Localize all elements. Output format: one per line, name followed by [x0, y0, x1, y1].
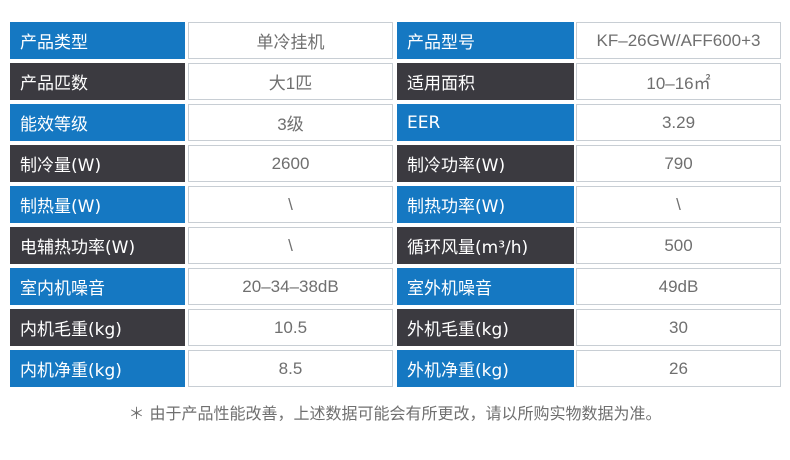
spec-label: 内机毛重(kg)	[10, 309, 185, 346]
spec-value: 500	[576, 227, 781, 264]
table-row: 内机净重(kg) 8.5 外机净重(kg) 26	[10, 350, 781, 387]
table-row: 产品匹数 大1匹 适用面积 10–16㎡	[10, 63, 781, 100]
spec-value: 30	[576, 309, 781, 346]
spec-value: KF–26GW/AFF600+3	[576, 22, 781, 59]
spec-label: 电辅热功率(W)	[10, 227, 185, 264]
spec-label: 外机毛重(kg)	[397, 309, 574, 346]
spec-value: 49dB	[576, 268, 781, 305]
spec-value: 大1匹	[188, 63, 393, 100]
spec-value: 20–34–38dB	[188, 268, 393, 305]
spec-value: \	[188, 186, 393, 223]
spec-value: 790	[576, 145, 781, 182]
spec-table: 产品类型 单冷挂机 产品型号 KF–26GW/AFF600+3 产品匹数 大1匹…	[10, 22, 781, 390]
table-row: 产品类型 单冷挂机 产品型号 KF–26GW/AFF600+3	[10, 22, 781, 59]
spec-label: 产品匹数	[10, 63, 185, 100]
spec-value: 单冷挂机	[188, 22, 393, 59]
spec-label: 外机净重(kg)	[397, 350, 574, 387]
spec-label: 产品型号	[397, 22, 574, 59]
spec-label: 室外机噪音	[397, 268, 574, 305]
spec-label: 室内机噪音	[10, 268, 185, 305]
table-row: 电辅热功率(W) \ 循环风量(m³/h) 500	[10, 227, 781, 264]
spec-value: 3.29	[576, 104, 781, 141]
spec-value: 2600	[188, 145, 393, 182]
spec-label: 适用面积	[397, 63, 574, 100]
spec-label: 能效等级	[10, 104, 185, 141]
spec-value: \	[576, 186, 781, 223]
spec-label: 内机净重(kg)	[10, 350, 185, 387]
spec-value: 10–16㎡	[576, 63, 781, 100]
spec-label: 循环风量(m³/h)	[397, 227, 574, 264]
spec-label: 制冷功率(W)	[397, 145, 574, 182]
spec-value: \	[188, 227, 393, 264]
spec-label: 产品类型	[10, 22, 185, 59]
spec-label: EER	[397, 104, 574, 141]
table-row: 室内机噪音 20–34–38dB 室外机噪音 49dB	[10, 268, 781, 305]
spec-label: 制冷量(W)	[10, 145, 185, 182]
disclaimer-footnote: ＊ 由于产品性能改善，上述数据可能会有所更改，请以所购实物数据为准。	[128, 404, 662, 423]
spec-value: 8.5	[188, 350, 393, 387]
spec-label: 制热功率(W)	[397, 186, 574, 223]
spec-value: 3级	[188, 104, 393, 141]
table-row: 内机毛重(kg) 10.5 外机毛重(kg) 30	[10, 309, 781, 346]
table-row: 能效等级 3级 EER 3.29	[10, 104, 781, 141]
spec-value: 26	[576, 350, 781, 387]
table-row: 制热量(W) \ 制热功率(W) \	[10, 186, 781, 223]
spec-value: 10.5	[188, 309, 393, 346]
table-row: 制冷量(W) 2600 制冷功率(W) 790	[10, 145, 781, 182]
spec-label: 制热量(W)	[10, 186, 185, 223]
